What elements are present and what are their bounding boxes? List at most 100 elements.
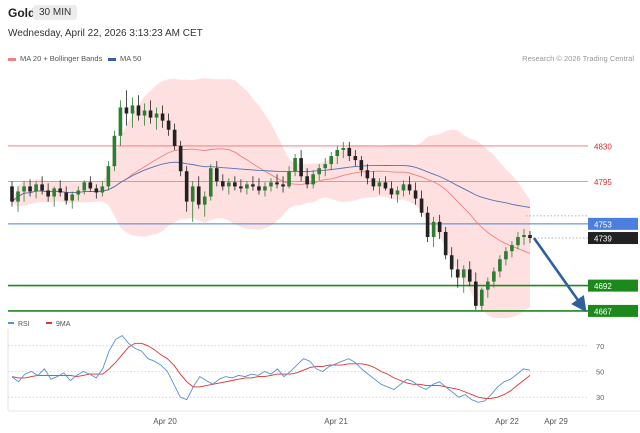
candle-body	[371, 178, 376, 187]
x-tick-label: Apr 22	[495, 417, 519, 426]
candle-body	[455, 269, 460, 278]
candle-body	[76, 190, 81, 195]
candle-body	[251, 184, 255, 187]
candle-body	[28, 186, 32, 192]
candle-body	[160, 113, 165, 121]
candle-body	[148, 110, 153, 118]
levels-layer	[8, 145, 588, 312]
rsi-tick-50: 50	[596, 368, 604, 377]
candles-layer	[10, 90, 532, 312]
bollinger-band-layer	[12, 78, 530, 318]
candle-body	[172, 129, 177, 146]
candle-body	[510, 245, 514, 252]
timeframe-badge[interactable]: 30 MIN	[33, 5, 78, 20]
candle-body	[504, 251, 508, 260]
candle-body	[347, 147, 352, 157]
candle-body	[413, 190, 418, 199]
last-price-tag: 4739	[594, 235, 612, 244]
candle-body	[299, 158, 303, 177]
candle-body	[480, 289, 484, 306]
rsi-ma-legend-label: 9MA	[56, 321, 71, 328]
candle-body	[196, 186, 201, 205]
candle-body	[353, 156, 358, 161]
candle-body	[178, 145, 183, 172]
candle-body	[184, 171, 189, 202]
symbol-title: Gold	[8, 6, 36, 20]
candle-body	[166, 120, 171, 130]
candle-body	[389, 188, 394, 195]
candle-body	[473, 281, 478, 306]
candle-body	[461, 269, 466, 278]
candle-body	[88, 182, 93, 189]
candle-body	[263, 186, 267, 191]
level-tag-bg-4667	[588, 304, 638, 317]
level-label-4667: 4667	[594, 307, 612, 316]
candle-body	[377, 182, 382, 187]
last-price-tag-bg	[588, 232, 638, 245]
candle-body	[34, 184, 38, 192]
candle-body	[498, 259, 502, 272]
legend-ma50: MA 50	[108, 54, 141, 63]
watermark: Research © 2026 Trading Central	[522, 54, 634, 63]
candle-body	[311, 174, 315, 185]
candle-body	[70, 194, 75, 201]
candle-body	[190, 186, 195, 202]
price-tags-layer: 4830 4795 4753 4692 4667 4739	[588, 142, 638, 317]
candle-body	[341, 147, 346, 150]
level-tag-bg-4753	[588, 217, 638, 230]
candle-body	[293, 158, 297, 172]
candle-body	[365, 170, 370, 179]
candle-body	[239, 186, 243, 189]
candle-body	[431, 221, 436, 238]
candle-body	[522, 234, 526, 238]
candle-body	[419, 198, 424, 213]
rsi-tick-70: 70	[596, 342, 604, 351]
chart-header: Gold 30 MIN	[0, 0, 640, 26]
candle-body	[106, 166, 111, 187]
candle-body	[40, 184, 44, 191]
candle-body	[64, 192, 69, 201]
ma50-swatch	[108, 57, 116, 61]
rsi-ma-line	[11, 342, 531, 399]
candle-body	[317, 168, 321, 175]
candle-body	[100, 186, 105, 193]
level-label-4753: 4753	[594, 220, 612, 229]
candle-body	[383, 182, 388, 189]
candle-body	[58, 188, 62, 193]
candle-body	[335, 149, 340, 157]
candle-body	[214, 168, 219, 182]
candle-body	[245, 184, 249, 189]
candle-body	[305, 176, 309, 185]
candle-body	[94, 188, 99, 193]
candle-body	[437, 221, 442, 232]
candle-body	[275, 182, 279, 185]
candle-body	[401, 184, 406, 191]
candle-body	[425, 212, 430, 238]
level-label-4692: 4692	[594, 282, 612, 291]
moving-averages-layer	[11, 148, 531, 254]
candle-body	[227, 182, 231, 187]
bollinger-band	[12, 78, 530, 318]
x-tick-label: Apr 29	[544, 417, 568, 426]
candle-body	[208, 168, 213, 197]
legend-ma50-label: MA 50	[120, 54, 142, 63]
candle-body	[449, 255, 454, 270]
rsi-line	[11, 335, 531, 403]
x-axis: Apr 20 Apr 21 Apr 22 Apr 29	[8, 410, 640, 426]
candle-body	[202, 196, 207, 205]
projection-arrow	[532, 237, 587, 313]
candle-body	[281, 184, 285, 187]
candle-body	[22, 186, 26, 192]
candle-body	[10, 186, 14, 202]
candle-body	[221, 181, 225, 187]
candle-body	[486, 281, 490, 290]
x-tick-label: Apr 20	[153, 417, 177, 426]
level-tag-bg-4692	[588, 279, 638, 292]
candle-body	[287, 171, 291, 187]
candle-body	[395, 190, 400, 195]
candle-body	[233, 182, 237, 187]
candle-body	[112, 135, 117, 167]
candle-body	[16, 191, 20, 202]
ma20-swatch	[8, 57, 16, 61]
